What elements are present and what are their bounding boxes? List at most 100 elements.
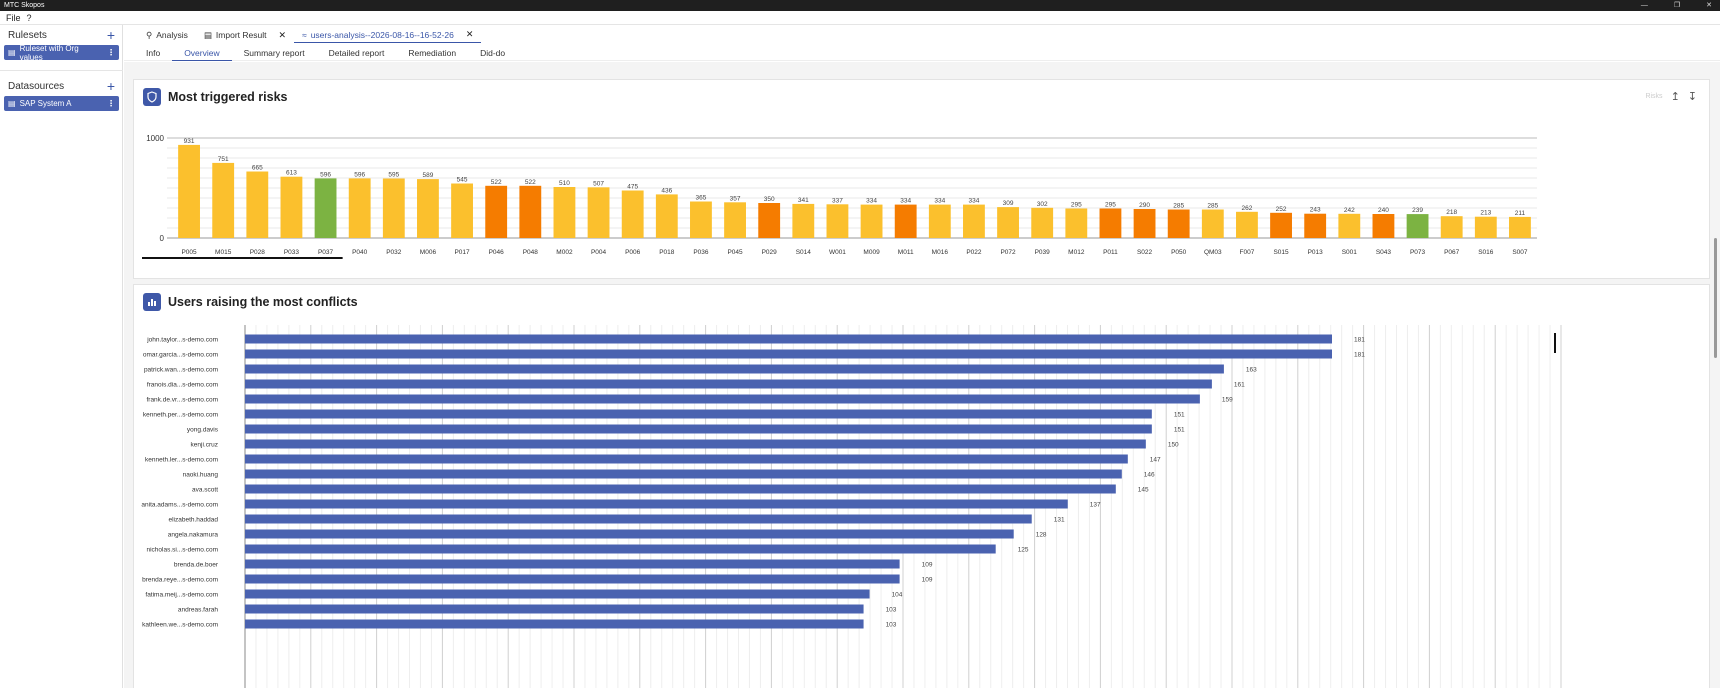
x-tick-label: M015 (215, 249, 232, 256)
x-tick-label: P046 (489, 249, 505, 256)
data-label: 181 (1354, 352, 1365, 359)
bar (1440, 216, 1463, 238)
x-tick-label: M006 (420, 249, 437, 256)
more-options-icon[interactable]: ⋮ (107, 99, 115, 108)
x-tick-label: M002 (556, 249, 573, 256)
bar (1304, 213, 1327, 238)
bar (245, 604, 864, 614)
x-tick-label: P073 (1410, 249, 1426, 256)
rulesets-label: Rulesets (8, 29, 47, 41)
risks-label: Risks (1645, 93, 1663, 100)
y-tick-label: patrick.wan...s-demo.com (144, 367, 218, 374)
data-label: 242 (1344, 207, 1355, 214)
add-ruleset-icon[interactable]: + (106, 27, 115, 43)
data-label: 665 (252, 165, 263, 172)
close-tab-icon[interactable]: ✕ (278, 29, 287, 40)
minimize-icon[interactable]: — (1640, 2, 1648, 9)
data-label: 334 (934, 198, 945, 205)
y-tick-label: franois.dia...s-demo.com (147, 382, 218, 389)
data-label: 161 (1234, 382, 1245, 389)
sidebar-item-ruleset[interactable]: ▤ Ruleset with Org values ⋮ (4, 43, 119, 62)
users-conflicts-card: Users raising the most conflicts 181 john… (133, 284, 1710, 688)
close-window-icon[interactable]: ✕ (1706, 2, 1712, 9)
bar (1133, 209, 1156, 238)
scrollbar-thumb[interactable] (1714, 238, 1717, 358)
bar (348, 178, 371, 238)
sort-descending-icon[interactable]: ↧ (1687, 91, 1697, 103)
close-tab-icon[interactable]: ✕ (465, 29, 474, 39)
data-label: 104 (892, 592, 903, 599)
data-label: 159 (1222, 397, 1233, 404)
bar (417, 179, 439, 238)
data-label: 240 (1378, 207, 1389, 214)
y-tick-label: kenneth.per...s-demo.com (143, 412, 218, 419)
ruleset-label: Ruleset with Org values (19, 43, 79, 62)
x-tick-label: P039 (1035, 249, 1051, 256)
tab-users-analysis[interactable]: ≈ users-analysis--2026-08-16--16-52-26 ✕ (294, 27, 482, 43)
menu-help[interactable]: ? (26, 12, 32, 23)
y-tick-label: omar.garcia...s-demo.com (143, 352, 218, 359)
subtab-remediation[interactable]: Remediation (408, 48, 457, 58)
tab-import-result[interactable]: ▤ Import Result ✕ (196, 27, 294, 43)
y-tick-label: yong.davis (187, 427, 219, 434)
maximize-icon[interactable]: ❐ (1673, 2, 1681, 9)
x-tick-label: P017 (454, 249, 470, 256)
data-label: 337 (832, 197, 843, 204)
bar (792, 203, 815, 238)
tab-bar: ⚲ Analysis ▤ Import Result ✕ ≈ users-ana… (124, 25, 1720, 43)
bar (758, 203, 781, 238)
data-label: 125 (1018, 547, 1029, 554)
subtab-did-do[interactable]: Did-do (480, 48, 506, 58)
data-label: 137 (1090, 502, 1101, 509)
app-title: MTC Skopos (4, 2, 45, 9)
y-tick-label: kenji.cruz (191, 442, 218, 449)
data-label: 613 (286, 170, 297, 177)
y-tick-label: kenneth.ler...s-demo.com (145, 457, 218, 464)
data-label: 334 (866, 198, 877, 205)
bar (1270, 212, 1292, 238)
x-tick-label: S007 (1512, 249, 1528, 256)
import-icon: ▤ (203, 29, 212, 40)
main-scrollbar[interactable] (1710, 62, 1720, 688)
sort-ascending-icon[interactable]: ↥ (1670, 91, 1680, 103)
search-icon: ⚲ (146, 29, 153, 40)
bar (1509, 216, 1531, 238)
subtab-overview[interactable]: Overview (172, 45, 232, 61)
subtab-detailed-report[interactable]: Detailed report (328, 48, 385, 58)
data-label: 596 (354, 171, 365, 178)
menu-file[interactable]: File (6, 12, 21, 23)
sidebar-item-datasource[interactable]: ▤ SAP System A ⋮ (4, 96, 119, 111)
bar (1338, 213, 1361, 238)
data-label: 350 (764, 196, 775, 203)
subtab-summary-report[interactable]: Summary report (243, 48, 305, 58)
x-tick-label: P032 (386, 249, 402, 256)
data-label: 595 (388, 172, 399, 179)
bar (553, 187, 576, 238)
bar (1406, 214, 1429, 238)
bar (245, 364, 1224, 374)
users-conflicts-chart: 181 john.taylor...s-demo.com 181 omar.garci… (141, 325, 1562, 688)
data-label: 262 (1242, 205, 1253, 212)
more-options-icon[interactable]: ⋮ (107, 48, 115, 57)
bar (245, 454, 1128, 464)
x-tick-label: S001 (1342, 249, 1358, 256)
tab-analysis[interactable]: ⚲ Analysis (138, 27, 196, 43)
data-label: 357 (730, 195, 741, 202)
y-tick-label: kathleen.we...s-demo.com (142, 622, 218, 629)
rulesets-header: Rulesets + (0, 25, 123, 45)
data-label: 213 (1480, 210, 1491, 217)
bar (245, 394, 1200, 404)
card-title: Users raising the most conflicts (168, 295, 358, 309)
data-label: 181 (1354, 337, 1365, 344)
file-icon: ▤ (8, 99, 16, 108)
bar (245, 544, 996, 554)
most-triggered-risks-card: Most triggered risks Risks ↥ ↧ 0 1000 931 P… (133, 79, 1710, 279)
add-datasource-icon[interactable]: + (106, 78, 115, 94)
subtab-bar: Info Overview Summary report Detailed re… (124, 45, 1720, 61)
subtab-info[interactable]: Info (146, 48, 161, 58)
data-label: 436 (661, 187, 672, 194)
bar (245, 514, 1032, 524)
card-header: Users raising the most conflicts (143, 293, 358, 311)
y-tick-label: anita.adams...s-demo.com (141, 502, 218, 509)
bar (245, 424, 1152, 434)
